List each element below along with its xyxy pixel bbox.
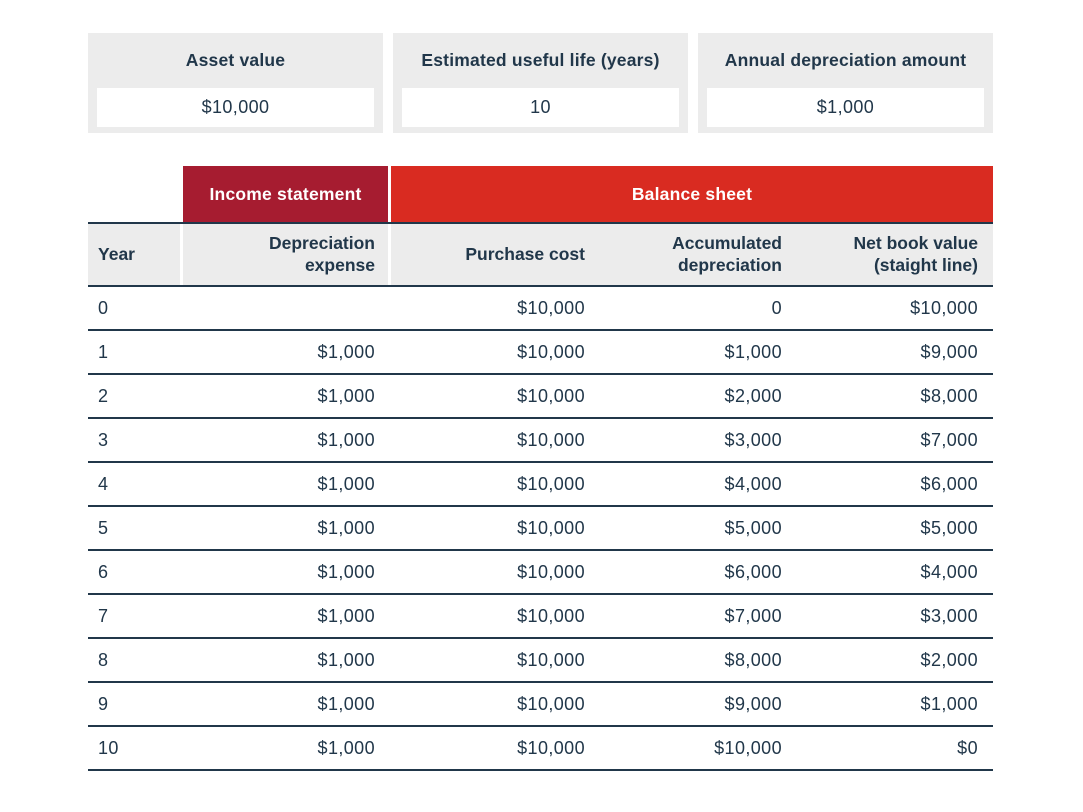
table-row: 5 $1,000 $10,000 $5,000 $5,000 bbox=[88, 507, 993, 551]
useful-life-label: Estimated useful life (years) bbox=[421, 50, 660, 70]
cell-year: 6 bbox=[98, 561, 109, 582]
table-row: 4 $1,000 $10,000 $4,000 $6,000 bbox=[88, 463, 993, 507]
cell-nbv: $8,000 bbox=[920, 385, 978, 406]
cell-accum: $8,000 bbox=[724, 649, 782, 670]
cell-purchase: $10,000 bbox=[517, 341, 585, 362]
cell-dep: $1,000 bbox=[317, 517, 375, 538]
cell-purchase: $10,000 bbox=[517, 297, 585, 318]
table-row: 2 $1,000 $10,000 $2,000 $8,000 bbox=[88, 375, 993, 419]
balance-sheet-column-headers: Purchase cost Accumulated depreciation N… bbox=[391, 224, 993, 285]
cell-accum: $2,000 bbox=[724, 385, 782, 406]
cell-year: 10 bbox=[98, 737, 119, 758]
cell-accum: $6,000 bbox=[724, 561, 782, 582]
annual-depreciation-label: Annual depreciation amount bbox=[724, 50, 967, 70]
cell-year: 5 bbox=[98, 517, 109, 538]
cell-accum: 0 bbox=[771, 297, 782, 318]
cell-nbv: $1,000 bbox=[920, 693, 978, 714]
balance-sheet-band: Balance sheet bbox=[391, 166, 993, 222]
column-header-purchase-cost: Purchase cost bbox=[465, 243, 585, 264]
group-header-row: Income statement Balance sheet bbox=[88, 166, 993, 222]
cell-dep: $1,000 bbox=[317, 473, 375, 494]
cell-dep: $1,000 bbox=[317, 429, 375, 450]
cell-nbv: $0 bbox=[957, 737, 978, 758]
table-row: 0 $10,000 0 $10,000 bbox=[88, 287, 993, 331]
table-row: 1 $1,000 $10,000 $1,000 $9,000 bbox=[88, 331, 993, 375]
cell-accum: $5,000 bbox=[724, 517, 782, 538]
cell-dep: $1,000 bbox=[317, 693, 375, 714]
cell-purchase: $10,000 bbox=[517, 561, 585, 582]
cell-year: 4 bbox=[98, 473, 109, 494]
group-header-spacer bbox=[88, 166, 183, 222]
asset-value-label: Asset value bbox=[185, 50, 286, 70]
depreciation-table: Income statement Balance sheet Year Depr… bbox=[88, 166, 993, 771]
cell-dep: $1,000 bbox=[317, 605, 375, 626]
cell-purchase: $10,000 bbox=[517, 517, 585, 538]
cell-purchase: $10,000 bbox=[517, 429, 585, 450]
cell-year: 9 bbox=[98, 693, 109, 714]
cell-dep: $1,000 bbox=[317, 341, 375, 362]
income-statement-band: Income statement bbox=[183, 166, 388, 222]
cell-accum: $7,000 bbox=[724, 605, 782, 626]
table-row: 9 $1,000 $10,000 $9,000 $1,000 bbox=[88, 683, 993, 727]
cell-purchase: $10,000 bbox=[517, 737, 585, 758]
input-box-asset-value: Asset value $10,000 bbox=[88, 33, 383, 133]
table-row: 7 $1,000 $10,000 $7,000 $3,000 bbox=[88, 595, 993, 639]
cell-year: 2 bbox=[98, 385, 109, 406]
input-box-annual-depreciation: Annual depreciation amount $1,000 bbox=[698, 33, 993, 133]
cell-nbv: $3,000 bbox=[920, 605, 978, 626]
cell-dep: $1,000 bbox=[317, 385, 375, 406]
band-gap bbox=[388, 166, 391, 222]
cell-accum: $1,000 bbox=[724, 341, 782, 362]
useful-life-field[interactable]: 10 bbox=[402, 88, 679, 127]
inputs-row: Asset value $10,000 Estimated useful lif… bbox=[88, 33, 993, 133]
cell-nbv: $4,000 bbox=[920, 561, 978, 582]
table-row: 10 $1,000 $10,000 $10,000 $0 bbox=[88, 727, 993, 771]
cell-purchase: $10,000 bbox=[517, 649, 585, 670]
cell-year: 3 bbox=[98, 429, 109, 450]
table-row: 3 $1,000 $10,000 $3,000 $7,000 bbox=[88, 419, 993, 463]
column-header-accumulated-depreciation: Accumulated depreciation bbox=[672, 232, 782, 275]
column-header-depreciation-expense: Depreciation expense bbox=[183, 224, 388, 285]
header-gap bbox=[180, 224, 183, 285]
cell-dep: $1,000 bbox=[317, 737, 375, 758]
cell-accum: $10,000 bbox=[714, 737, 782, 758]
cell-purchase: $10,000 bbox=[517, 693, 585, 714]
cell-nbv: $5,000 bbox=[920, 517, 978, 538]
cell-purchase: $10,000 bbox=[517, 385, 585, 406]
annual-depreciation-field[interactable]: $1,000 bbox=[707, 88, 984, 127]
cell-nbv: $10,000 bbox=[910, 297, 978, 318]
cell-accum: $4,000 bbox=[724, 473, 782, 494]
cell-dep: $1,000 bbox=[317, 561, 375, 582]
cell-purchase: $10,000 bbox=[517, 473, 585, 494]
column-header-net-book-value: Net book value (staight line) bbox=[853, 232, 978, 275]
depreciation-calculator: Asset value $10,000 Estimated useful lif… bbox=[88, 33, 993, 771]
cell-year: 0 bbox=[98, 297, 109, 318]
asset-value-field[interactable]: $10,000 bbox=[97, 88, 374, 127]
cell-year: 7 bbox=[98, 605, 109, 626]
cell-purchase: $10,000 bbox=[517, 605, 585, 626]
cell-nbv: $7,000 bbox=[920, 429, 978, 450]
cell-nbv: $9,000 bbox=[920, 341, 978, 362]
cell-dep: $1,000 bbox=[317, 649, 375, 670]
table-row: 6 $1,000 $10,000 $6,000 $4,000 bbox=[88, 551, 993, 595]
cell-nbv: $6,000 bbox=[920, 473, 978, 494]
input-box-useful-life: Estimated useful life (years) 10 bbox=[393, 33, 688, 133]
cell-nbv: $2,000 bbox=[920, 649, 978, 670]
cell-accum: $9,000 bbox=[724, 693, 782, 714]
cell-year: 1 bbox=[98, 341, 109, 362]
table-row: 8 $1,000 $10,000 $8,000 $2,000 bbox=[88, 639, 993, 683]
cell-year: 8 bbox=[98, 649, 109, 670]
column-header-year: Year bbox=[88, 224, 180, 285]
column-header-row: Year Depreciation expense Purchase cost … bbox=[88, 222, 993, 287]
cell-accum: $3,000 bbox=[724, 429, 782, 450]
header-gap bbox=[388, 224, 391, 285]
table-body: 0 $10,000 0 $10,000 1 $1,000 $10,000 $1,000 $9,0… bbox=[88, 287, 993, 771]
